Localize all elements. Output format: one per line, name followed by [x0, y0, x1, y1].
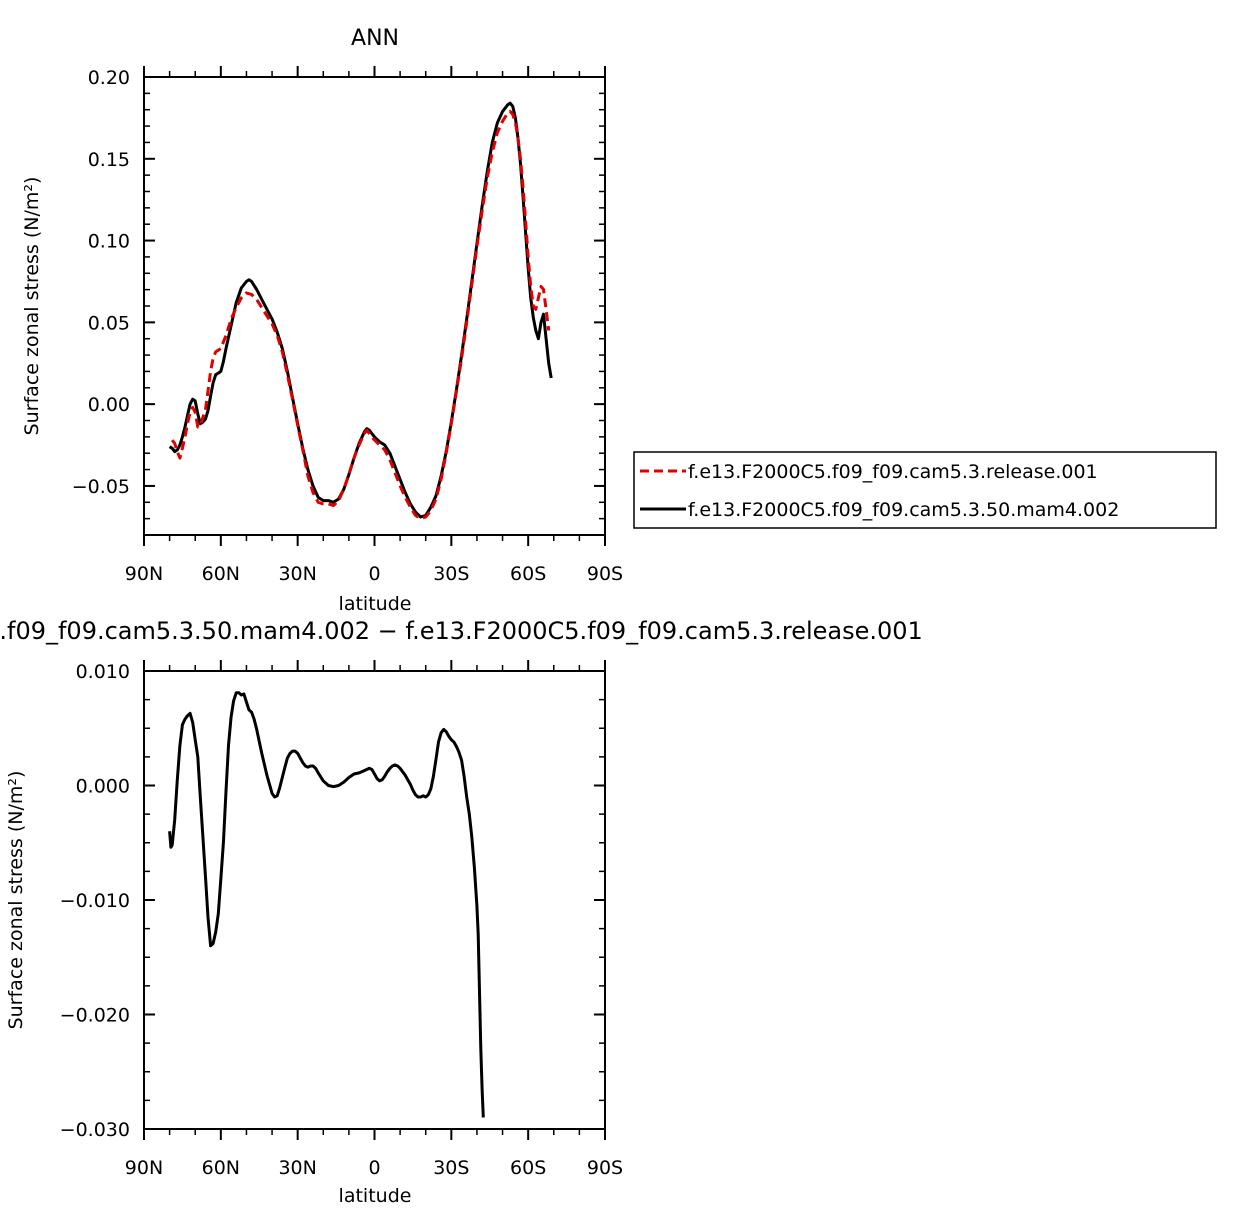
bottom-series-group: [168, 691, 485, 1118]
top-x-tick-label: 90S: [587, 563, 623, 585]
top-x-tick-label: 30S: [433, 563, 469, 585]
top-x-tick-label: 30N: [278, 563, 316, 585]
top-x-ticks: 90N 60N 30N 0 30S 60S 90S: [125, 66, 623, 585]
top-x-tick-label: 90N: [125, 563, 163, 585]
top-x-tick-label: 0: [368, 563, 380, 585]
top-series-line-1: [171, 109, 551, 521]
bottom-series-line-1: [168, 691, 485, 1118]
bottom-y-ticks: −0.030 −0.020 −0.010 0.000 0.010: [60, 661, 605, 1141]
top-series-group: [168, 101, 553, 521]
legend-label-release: f.e13.F2000C5.f09_f09.cam5.3.release.001: [688, 461, 1098, 483]
bottom-y-tick-label: −0.020: [60, 1005, 130, 1027]
bottom-x-ticks: 90N 60N 30N 0 30S 60S 90S: [125, 660, 623, 1179]
bottom-x-tick-label: 90N: [125, 1157, 163, 1179]
bottom-x-tick-label: 60N: [202, 1157, 240, 1179]
top-y-tick-label: −0.05: [72, 476, 130, 498]
top-y-tick-label: 0.15: [88, 149, 130, 171]
bottom-x-tick-label: 60S: [510, 1157, 546, 1179]
top-y-tick-label: 0.00: [88, 394, 130, 416]
top-y-tick-label: 0.05: [88, 312, 130, 334]
legend-label-mam4: f.e13.F2000C5.f09_f09.cam5.3.50.mam4.002: [688, 499, 1119, 521]
bottom-y-axis-label: Surface zonal stress (N/m²): [5, 771, 27, 1030]
top-y-tick-label: 0.10: [88, 231, 130, 253]
top-x-axis-label: latitude: [339, 593, 412, 615]
top-x-tick-label: 60N: [202, 563, 240, 585]
legend-box: [633, 451, 1217, 529]
bottom-x-tick-label: 90S: [587, 1157, 623, 1179]
bottom-y-tick-label: −0.010: [60, 890, 130, 912]
bottom-y-tick-label: 0.010: [76, 661, 130, 683]
bottom-x-tick-label: 30S: [433, 1157, 469, 1179]
top-y-ticks: −0.05 0.00 0.05 0.10 0.15 0.20: [72, 67, 605, 536]
top-x-tick-label: 60S: [510, 563, 546, 585]
bottom-panel-title: f.e13.F2000C5.f09_f09.cam5.3.50.mam4.002…: [0, 617, 923, 645]
top-panel: ANN −0.05 0.00 0.05 0.10 0.15 0.20 90N 60N 30N 0…: [21, 26, 623, 615]
bottom-y-tick-label: 0.000: [76, 776, 130, 798]
top-panel-title: ANN: [351, 26, 399, 51]
bottom-plot-border: [143, 670, 606, 1130]
top-y-axis-label: Surface zonal stress (N/m²): [21, 177, 43, 436]
top-y-tick-label: 0.20: [88, 67, 130, 89]
bottom-panel: f.e13.F2000C5.f09_f09.cam5.3.50.mam4.002…: [0, 617, 923, 1207]
legend: f.e13.F2000C5.f09_f09.cam5.3.release.001…: [633, 451, 1217, 529]
bottom-x-tick-label: 0: [368, 1157, 380, 1179]
bottom-x-tick-label: 30N: [278, 1157, 316, 1179]
bottom-x-axis-label: latitude: [339, 1185, 412, 1207]
bottom-y-tick-label: −0.030: [60, 1119, 130, 1141]
top-series-line-2: [168, 101, 553, 519]
